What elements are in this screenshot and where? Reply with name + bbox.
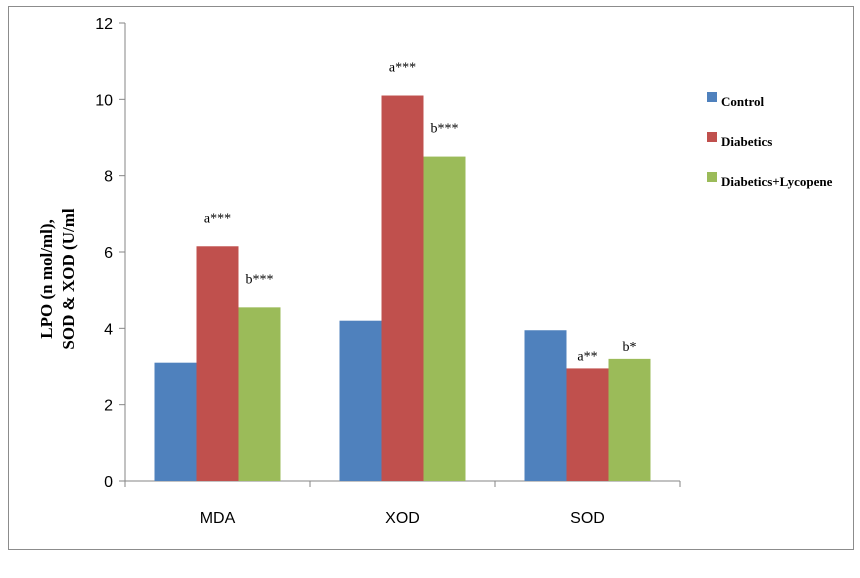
significance-label: b*** bbox=[431, 122, 459, 137]
y-tick-label: 4 bbox=[104, 321, 113, 338]
y-tick-label: 0 bbox=[104, 474, 113, 491]
y-axis-title-line-1: LPO (n mol/ml), bbox=[37, 219, 56, 338]
legend-swatch bbox=[707, 92, 717, 102]
significance-label: a** bbox=[577, 349, 597, 364]
x-tick-label: XOD bbox=[385, 510, 420, 527]
bar-diabetics-lycopene-sod bbox=[608, 358, 651, 481]
x-tick-label: MDA bbox=[200, 510, 236, 527]
significance-label: a*** bbox=[389, 61, 416, 76]
y-tick-label: 12 bbox=[95, 16, 113, 33]
legend: Control Diabetics Diabetics+Lycopene bbox=[707, 92, 833, 189]
legend-label: Diabetics bbox=[721, 134, 772, 149]
bar-diabetics-mda bbox=[196, 246, 239, 481]
bar-diabetics-xod bbox=[381, 95, 424, 482]
x-tick-label: SOD bbox=[570, 510, 605, 527]
significance-label: a*** bbox=[204, 211, 231, 226]
y-tick-label: 6 bbox=[104, 245, 113, 262]
legend-swatch bbox=[707, 172, 717, 182]
significance-label: b* bbox=[623, 340, 637, 355]
bar-control-sod bbox=[524, 330, 567, 481]
plot-layer: 0 2 4 6 8 10 12 MDA XOD SOD a*** a*** a** b*** b*** b* bbox=[95, 16, 681, 527]
bar-diabetics-lycopene-mda bbox=[238, 307, 281, 481]
legend-label: Diabetics+Lycopene bbox=[721, 174, 833, 189]
y-axis-title-line-2: SOD & XOD (U/ml bbox=[59, 208, 78, 349]
y-tick-label: 10 bbox=[95, 92, 113, 109]
bar-diabetics-sod bbox=[566, 368, 609, 481]
legend-label: Control bbox=[721, 94, 764, 109]
significance-label: b*** bbox=[246, 272, 274, 287]
bar-control-mda bbox=[154, 362, 197, 481]
bar-diabetics-lycopene-xod bbox=[423, 156, 466, 482]
y-tick-label: 8 bbox=[104, 169, 113, 186]
bar-control-xod bbox=[339, 320, 382, 481]
y-tick-label: 2 bbox=[104, 398, 113, 415]
legend-swatch bbox=[707, 132, 717, 142]
y-axis-title: LPO (n mol/ml), SOD & XOD (U/ml bbox=[37, 208, 78, 349]
